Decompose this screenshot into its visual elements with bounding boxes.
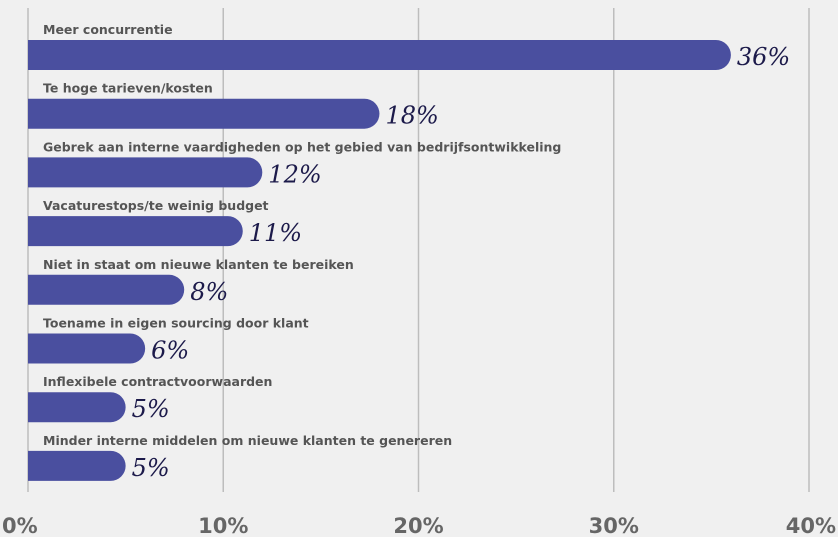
value-label: 8% [190,278,228,306]
x-tick-label: 0% [2,514,38,537]
value-label: 5% [132,395,170,423]
value-label: 36% [737,43,790,71]
bar [28,392,126,422]
category-label: Te hoge tarieven/kosten [43,81,213,96]
category-label: Inflexibele contractvoorwaarden [43,374,272,389]
value-label: 6% [151,337,189,365]
bar [28,275,184,305]
category-label: Meer concurrentie [43,22,173,37]
value-label: 12% [268,160,321,188]
x-tick-label: 10% [198,514,248,537]
bar [28,451,126,481]
category-label: Toename in eigen sourcing door klant [43,316,309,331]
x-tick-label: 40% [786,514,836,537]
category-label: Vacaturestops/te weinig budget [43,198,269,213]
value-label: 18% [385,102,438,130]
value-label: 11% [249,219,302,247]
category-label: Gebrek aan interne vaardigheden op het g… [43,139,561,154]
bar [28,157,262,187]
bar [28,334,145,364]
bar [28,216,243,246]
x-tick-label: 20% [393,514,443,537]
value-label: 5% [132,454,170,482]
x-tick-label: 30% [589,514,639,537]
x-axis: 0% 10% 20% 30% 40% [2,514,836,537]
bar [28,40,731,70]
category-label: Niet in staat om nieuwe klanten te berei… [43,257,354,272]
bar [28,99,379,129]
category-label: Minder interne middelen om nieuwe klante… [43,433,452,448]
bar-layer: Meer concurrentie 36% Te hoge tarieven/kos… [28,22,790,482]
